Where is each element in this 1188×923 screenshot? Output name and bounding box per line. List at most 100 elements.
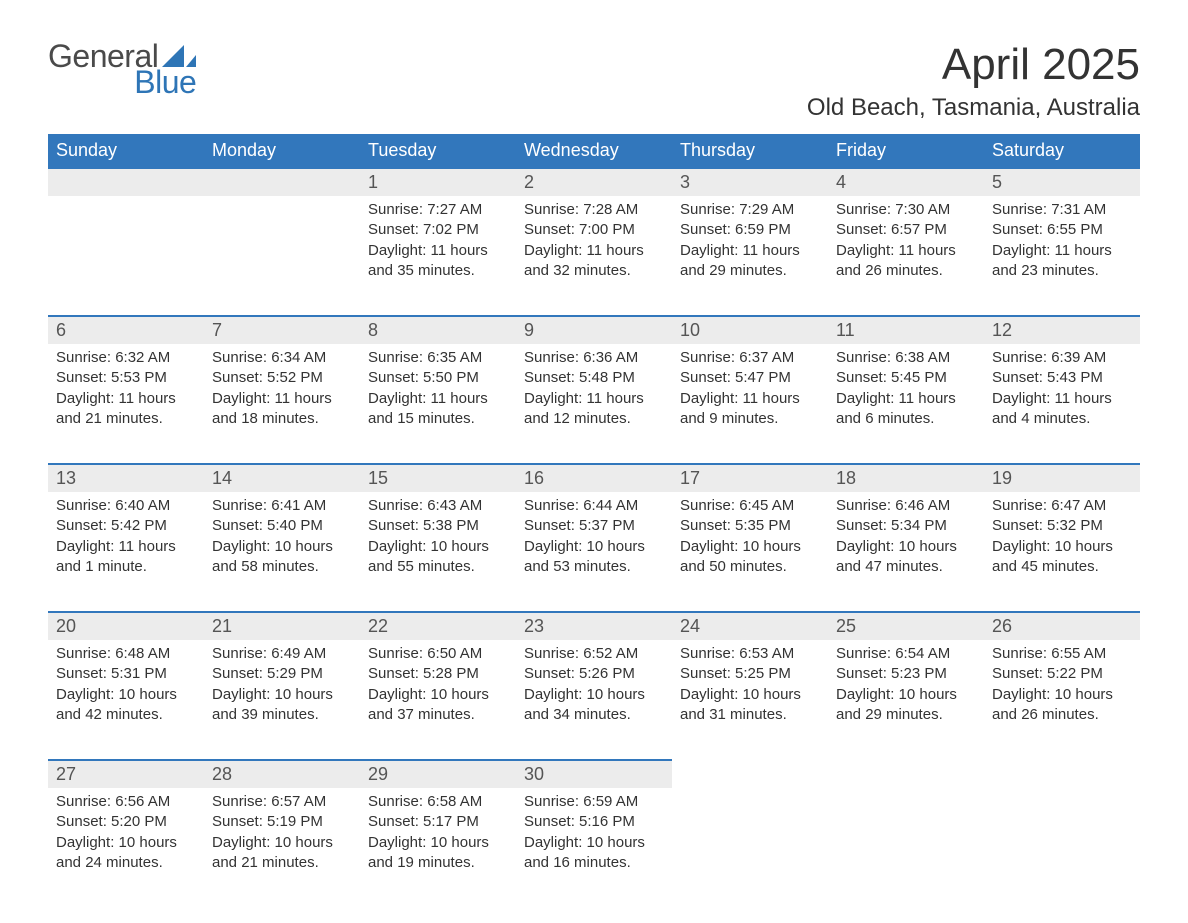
day-details: Sunrise: 6:54 AMSunset: 5:23 PMDaylight:… bbox=[828, 640, 984, 733]
day-number: 13 bbox=[48, 465, 204, 492]
day-details: Sunrise: 6:44 AMSunset: 5:37 PMDaylight:… bbox=[516, 492, 672, 585]
sunrise-line: Sunrise: 6:48 AM bbox=[56, 644, 196, 664]
sunrise-line: Sunrise: 6:43 AM bbox=[368, 496, 508, 516]
day-number: 16 bbox=[516, 465, 672, 492]
day-details: Sunrise: 6:57 AMSunset: 5:19 PMDaylight:… bbox=[204, 788, 360, 881]
day-number: 21 bbox=[204, 613, 360, 640]
day-details: Sunrise: 7:27 AMSunset: 7:02 PMDaylight:… bbox=[360, 196, 516, 289]
daylight-line: Daylight: 11 hours and 1 minute. bbox=[56, 537, 196, 578]
day-number: 3 bbox=[672, 169, 828, 196]
calendar-cell bbox=[984, 759, 1140, 893]
daylight-line: Daylight: 10 hours and 34 minutes. bbox=[524, 685, 664, 726]
sunset-line: Sunset: 5:17 PM bbox=[368, 812, 508, 832]
day-header: Sunday bbox=[48, 134, 204, 167]
daylight-line: Daylight: 10 hours and 58 minutes. bbox=[212, 537, 352, 578]
day-number: 30 bbox=[516, 761, 672, 788]
calendar-cell: 6Sunrise: 6:32 AMSunset: 5:53 PMDaylight… bbox=[48, 315, 204, 449]
day-details: Sunrise: 6:34 AMSunset: 5:52 PMDaylight:… bbox=[204, 344, 360, 437]
sunset-line: Sunset: 5:43 PM bbox=[992, 368, 1132, 388]
day-number: 17 bbox=[672, 465, 828, 492]
calendar-cell: 16Sunrise: 6:44 AMSunset: 5:37 PMDayligh… bbox=[516, 463, 672, 597]
day-header: Friday bbox=[828, 134, 984, 167]
sunrise-line: Sunrise: 6:40 AM bbox=[56, 496, 196, 516]
daylight-line: Daylight: 10 hours and 50 minutes. bbox=[680, 537, 820, 578]
day-number: 26 bbox=[984, 613, 1140, 640]
calendar-cell: 12Sunrise: 6:39 AMSunset: 5:43 PMDayligh… bbox=[984, 315, 1140, 449]
calendar-cell: 11Sunrise: 6:38 AMSunset: 5:45 PMDayligh… bbox=[828, 315, 984, 449]
logo-word-2: Blue bbox=[106, 66, 196, 98]
sunset-line: Sunset: 5:20 PM bbox=[56, 812, 196, 832]
sunrise-line: Sunrise: 6:58 AM bbox=[368, 792, 508, 812]
day-number: 12 bbox=[984, 317, 1140, 344]
day-number: 11 bbox=[828, 317, 984, 344]
sunset-line: Sunset: 5:35 PM bbox=[680, 516, 820, 536]
daylight-line: Daylight: 10 hours and 19 minutes. bbox=[368, 833, 508, 874]
sunset-line: Sunset: 5:53 PM bbox=[56, 368, 196, 388]
day-number: 6 bbox=[48, 317, 204, 344]
sunrise-line: Sunrise: 6:32 AM bbox=[56, 348, 196, 368]
day-details: Sunrise: 6:49 AMSunset: 5:29 PMDaylight:… bbox=[204, 640, 360, 733]
day-details: Sunrise: 6:59 AMSunset: 5:16 PMDaylight:… bbox=[516, 788, 672, 881]
calendar-week: 27Sunrise: 6:56 AMSunset: 5:20 PMDayligh… bbox=[48, 759, 1140, 893]
daylight-line: Daylight: 11 hours and 9 minutes. bbox=[680, 389, 820, 430]
day-number: 20 bbox=[48, 613, 204, 640]
sunset-line: Sunset: 6:57 PM bbox=[836, 220, 976, 240]
calendar-cell: 27Sunrise: 6:56 AMSunset: 5:20 PMDayligh… bbox=[48, 759, 204, 893]
daylight-line: Daylight: 10 hours and 45 minutes. bbox=[992, 537, 1132, 578]
daylight-line: Daylight: 11 hours and 29 minutes. bbox=[680, 241, 820, 282]
page-header: General Blue April 2025 Old Beach, Tasma… bbox=[48, 40, 1140, 122]
day-header-row: Sunday Monday Tuesday Wednesday Thursday… bbox=[48, 134, 1140, 167]
sunrise-line: Sunrise: 6:44 AM bbox=[524, 496, 664, 516]
calendar-cell: 15 Sunrise: 6:43 AMSunset: 5:38 PMDayligh… bbox=[360, 463, 516, 597]
calendar-cell: 14Sunrise: 6:41 AMSunset: 5:40 PMDayligh… bbox=[204, 463, 360, 597]
calendar-cell: 8Sunrise: 6:35 AMSunset: 5:50 PMDaylight… bbox=[360, 315, 516, 449]
daylight-line: Daylight: 10 hours and 55 minutes. bbox=[368, 537, 508, 578]
day-number: 29 bbox=[360, 761, 516, 788]
day-number: 28 bbox=[204, 761, 360, 788]
day-number: 10 bbox=[672, 317, 828, 344]
sunset-line: Sunset: 5:28 PM bbox=[368, 664, 508, 684]
sunrise-line: Sunrise: 6:57 AM bbox=[212, 792, 352, 812]
sunset-line: Sunset: 5:38 PM bbox=[368, 516, 508, 536]
daylight-line: Daylight: 11 hours and 15 minutes. bbox=[368, 389, 508, 430]
calendar-cell: 29 Sunrise: 6:58 AMSunset: 5:17 PMDayligh… bbox=[360, 759, 516, 893]
sunset-line: Sunset: 7:02 PM bbox=[368, 220, 508, 240]
calendar-cell: 24Sunrise: 6:53 AMSunset: 5:25 PMDayligh… bbox=[672, 611, 828, 745]
day-details: Sunrise: 6:35 AMSunset: 5:50 PMDaylight:… bbox=[360, 344, 516, 437]
daylight-line: Daylight: 10 hours and 21 minutes. bbox=[212, 833, 352, 874]
daylight-line: Daylight: 10 hours and 24 minutes. bbox=[56, 833, 196, 874]
sunrise-line: Sunrise: 6:49 AM bbox=[212, 644, 352, 664]
calendar-cell bbox=[672, 759, 828, 893]
sunset-line: Sunset: 7:00 PM bbox=[524, 220, 664, 240]
calendar-cell: 19Sunrise: 6:47 AMSunset: 5:32 PMDayligh… bbox=[984, 463, 1140, 597]
day-details: Sunrise: 6:39 AMSunset: 5:43 PMDaylight:… bbox=[984, 344, 1140, 437]
day-number: 5 bbox=[984, 169, 1140, 196]
sunrise-line: Sunrise: 6:50 AM bbox=[368, 644, 508, 664]
sunrise-line: Sunrise: 7:28 AM bbox=[524, 200, 664, 220]
daylight-line: Daylight: 11 hours and 26 minutes. bbox=[836, 241, 976, 282]
daylight-line: Daylight: 10 hours and 26 minutes. bbox=[992, 685, 1132, 726]
daylight-line: Daylight: 10 hours and 47 minutes. bbox=[836, 537, 976, 578]
sunset-line: Sunset: 5:37 PM bbox=[524, 516, 664, 536]
sunrise-line: Sunrise: 7:31 AM bbox=[992, 200, 1132, 220]
sunrise-line: Sunrise: 7:27 AM bbox=[368, 200, 508, 220]
sunset-line: Sunset: 5:48 PM bbox=[524, 368, 664, 388]
day-header: Wednesday bbox=[516, 134, 672, 167]
sunrise-line: Sunrise: 6:41 AM bbox=[212, 496, 352, 516]
calendar-cell: 13Sunrise: 6:40 AMSunset: 5:42 PMDayligh… bbox=[48, 463, 204, 597]
sunset-line: Sunset: 5:52 PM bbox=[212, 368, 352, 388]
calendar-cell: 5Sunrise: 7:31 AMSunset: 6:55 PMDaylight… bbox=[984, 167, 1140, 301]
day-details: Sunrise: 6:32 AMSunset: 5:53 PMDaylight:… bbox=[48, 344, 204, 437]
sunrise-line: Sunrise: 7:29 AM bbox=[680, 200, 820, 220]
sunset-line: Sunset: 5:19 PM bbox=[212, 812, 352, 832]
daylight-line: Daylight: 10 hours and 29 minutes. bbox=[836, 685, 976, 726]
sunset-line: Sunset: 5:34 PM bbox=[836, 516, 976, 536]
day-details: Sunrise: 6:46 AMSunset: 5:34 PMDaylight:… bbox=[828, 492, 984, 585]
day-number: 8 bbox=[360, 317, 516, 344]
day-details: Sunrise: 6:37 AMSunset: 5:47 PMDaylight:… bbox=[672, 344, 828, 437]
sunrise-line: Sunrise: 6:45 AM bbox=[680, 496, 820, 516]
calendar-cell: 20Sunrise: 6:48 AMSunset: 5:31 PMDayligh… bbox=[48, 611, 204, 745]
daylight-line: Daylight: 11 hours and 32 minutes. bbox=[524, 241, 664, 282]
sunrise-line: Sunrise: 6:36 AM bbox=[524, 348, 664, 368]
day-number: 15 bbox=[360, 465, 516, 492]
